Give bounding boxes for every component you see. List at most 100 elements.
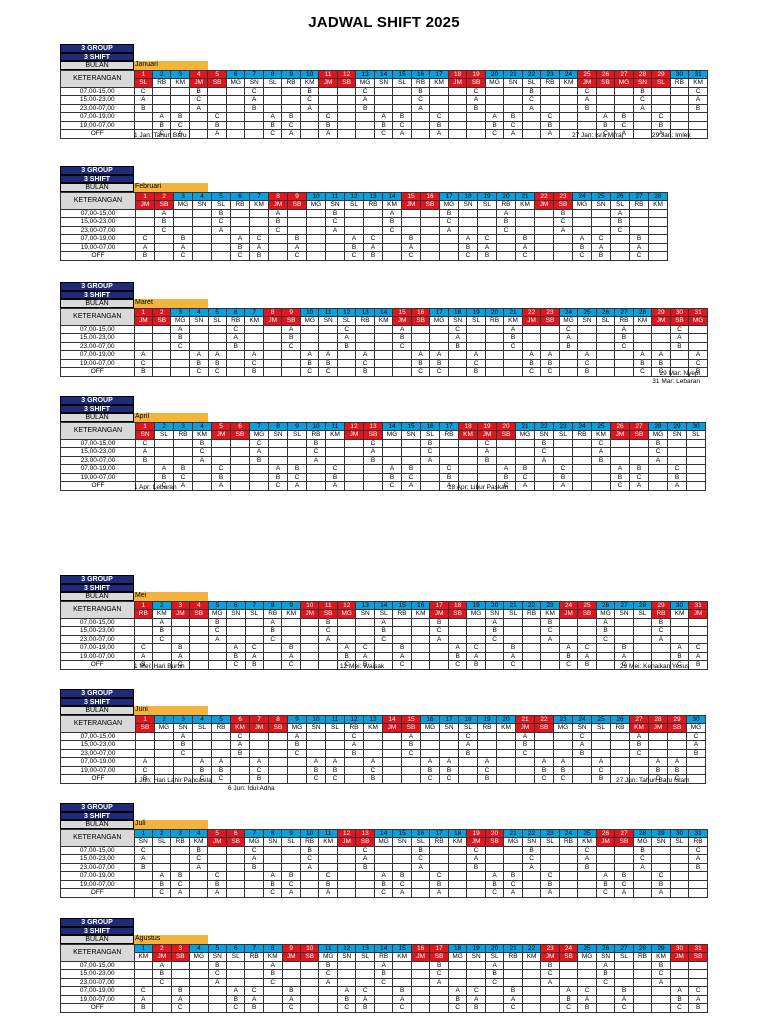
day-name: RB <box>439 430 459 440</box>
day-number: 25 <box>591 191 611 201</box>
shift-label: 15,00-23,00 <box>60 447 136 457</box>
day-number: 10 <box>299 828 320 838</box>
day-number: 10 <box>306 714 326 724</box>
shift-cell <box>262 358 283 368</box>
shift-cell <box>669 969 690 979</box>
day-number: 4 <box>188 828 209 838</box>
group-header: 3 GROUP <box>60 918 134 927</box>
shift-cell <box>651 651 671 661</box>
day-number: 28 <box>632 307 653 317</box>
day-name: KM <box>629 723 649 733</box>
shift-cell <box>410 112 431 122</box>
day-name: SL <box>152 837 172 847</box>
shift-cell <box>669 86 690 96</box>
shift-cell: A <box>688 854 708 864</box>
shift-cell <box>496 455 516 465</box>
shift-cell: B <box>614 871 634 881</box>
day-number: 19 <box>477 714 497 724</box>
day-number: 13 <box>363 421 383 431</box>
shift-cell: C <box>133 358 154 368</box>
day-number: 15 <box>401 191 421 201</box>
shift-cell: B <box>429 879 449 889</box>
shift-cell: B <box>591 455 611 465</box>
shift-cell: B <box>558 341 579 351</box>
day-number: 20 <box>496 191 516 201</box>
shift-cell: A <box>553 225 573 235</box>
keterangan-label: KETERANGAN <box>60 307 135 326</box>
shift-cell <box>392 845 412 855</box>
shift-cell: B <box>226 651 246 661</box>
shift-cell <box>392 634 412 644</box>
shift-cell <box>262 367 283 377</box>
shift-label: 07,00-19,00 <box>60 464 136 474</box>
shift-cell <box>651 845 671 855</box>
shift-cell <box>410 879 431 889</box>
day-number: 16 <box>410 307 431 317</box>
shift-cell <box>355 969 375 979</box>
month-name: Januari <box>134 61 208 70</box>
day-number: 2 <box>154 714 174 724</box>
day-name: KM <box>392 952 412 962</box>
day-number: 27 <box>614 307 634 317</box>
shift-cell <box>477 225 497 235</box>
shift-cell <box>154 740 174 750</box>
day-name: MG <box>373 837 394 847</box>
shift-cell: B <box>392 112 412 122</box>
shift-cell <box>225 871 246 881</box>
holiday-note: 1 Mei: Hari Buruh <box>134 663 185 671</box>
shift-cell <box>363 472 383 482</box>
shift-cell <box>344 447 364 457</box>
shift-cell <box>429 95 449 105</box>
shift-cell <box>572 765 592 775</box>
shift-row: 19,00-07,00 C B B C B B C B B C B B C B B C <box>60 358 708 368</box>
shift-cell: C <box>401 472 421 482</box>
shift-cell: B <box>262 120 283 130</box>
shift-cell <box>591 225 611 235</box>
day-name: SB <box>629 430 649 440</box>
shift-cell: B <box>392 871 412 881</box>
day-number: 30 <box>669 943 690 953</box>
shift-cell <box>688 120 708 130</box>
shift-cell <box>503 626 523 636</box>
day-name: SL <box>503 609 523 619</box>
shift-cell <box>336 854 357 864</box>
shift-cell: C <box>614 660 634 670</box>
shift-cell <box>629 447 649 457</box>
shift-cell: B <box>207 960 228 970</box>
keterangan-label: KETERANGAN <box>60 943 135 962</box>
shift-cell <box>299 333 320 343</box>
shift-cell <box>503 617 523 627</box>
shift-cell: A <box>410 862 431 872</box>
day-name: MG <box>207 609 228 619</box>
shift-cell: A <box>632 862 653 872</box>
shift-cell <box>669 358 690 368</box>
day-number: 1 <box>133 307 154 317</box>
day-name: KM <box>363 723 383 733</box>
shift-cell <box>610 455 630 465</box>
shift-cell: B <box>355 862 375 872</box>
day-number: 20 <box>484 828 505 838</box>
day-number: 30 <box>669 600 690 610</box>
shift-cell <box>207 103 227 113</box>
shift-cell: B <box>629 740 649 750</box>
shift-cell <box>299 960 320 970</box>
shift-cell: B <box>558 651 579 661</box>
shift-cell: A <box>667 757 687 767</box>
shift-cell <box>173 455 193 465</box>
shift-cell: A <box>466 95 486 105</box>
shift-cell: A <box>382 464 402 474</box>
shift-cell <box>572 217 592 227</box>
shift-cell: B <box>207 120 227 130</box>
shift-cell: A <box>610 464 630 474</box>
shift-cell <box>632 341 653 351</box>
shift-cell: C <box>151 129 172 139</box>
shift-cell: A <box>447 643 468 653</box>
day-number: 14 <box>373 943 394 953</box>
shift-cell <box>669 960 690 970</box>
day-name: SN <box>503 78 523 88</box>
shift-cell <box>558 888 579 898</box>
shift-cell: B <box>170 643 191 653</box>
day-number: 23 <box>553 421 573 431</box>
shift-cell: C <box>410 95 431 105</box>
day-name: MG <box>447 952 468 962</box>
